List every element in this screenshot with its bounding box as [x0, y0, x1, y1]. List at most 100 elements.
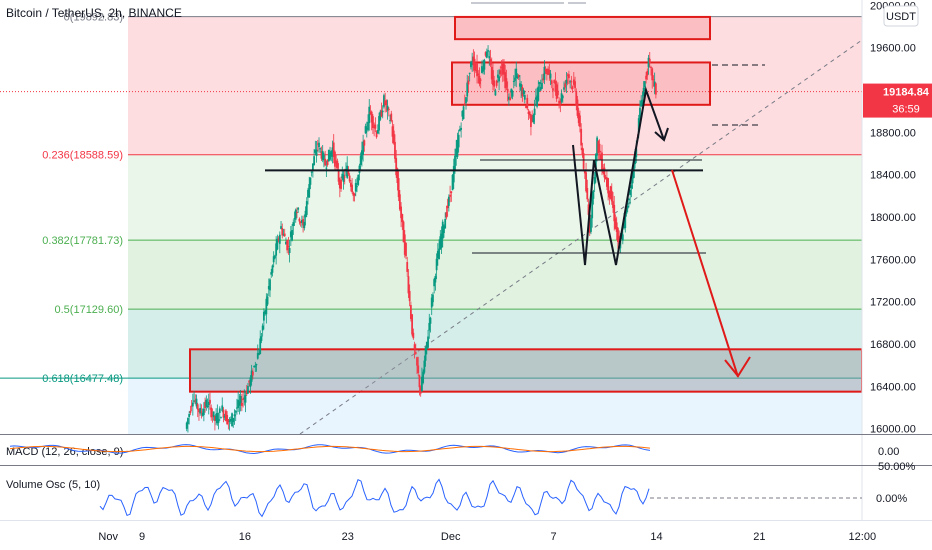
- candle-body: [457, 134, 460, 148]
- candle-body: [507, 96, 510, 100]
- candle-body: [264, 310, 267, 314]
- candle-body: [585, 172, 587, 192]
- time-axis[interactable]: Nov 9 16 23 Dec 7 14 21 12:00: [98, 531, 876, 543]
- candle-body: [210, 407, 213, 418]
- candle-body: [358, 165, 361, 173]
- candle-body: [517, 75, 520, 78]
- candle-body: [428, 322, 431, 331]
- candle-body: [436, 250, 439, 259]
- candle-body: [536, 95, 538, 107]
- candle-body: [213, 416, 216, 421]
- price-pane[interactable]: 0(19892.83) 0.236(18588.59) 0.382(17781.73…: [0, 12, 863, 435]
- candle-body: [407, 276, 410, 294]
- candle-body: [483, 60, 486, 70]
- candle-body: [201, 412, 204, 416]
- vol-osc-top-label: 50.00%: [878, 461, 916, 473]
- candle-body: [484, 52, 487, 56]
- candle-body: [599, 154, 602, 160]
- candle-body: [596, 137, 598, 156]
- candle-body: [313, 156, 316, 165]
- candle-body: [473, 58, 476, 71]
- candle-body: [534, 97, 537, 100]
- candle-body: [531, 115, 534, 121]
- candle-body: [292, 222, 295, 226]
- candle-body: [274, 255, 276, 258]
- candle-body: [501, 63, 504, 75]
- volume-osc-pane[interactable]: 50.00% Volume Osc (5, 10) 0.00%: [0, 461, 932, 518]
- candle-body: [520, 84, 523, 91]
- pattern-lines[interactable]: [265, 64, 765, 378]
- countdown-value: 36:59: [892, 104, 920, 116]
- candle-body: [451, 174, 454, 191]
- candle-body: [498, 76, 500, 82]
- candle-body: [384, 100, 387, 106]
- candle-body: [425, 341, 428, 349]
- candle-body: [492, 70, 494, 86]
- candle-body: [465, 97, 467, 104]
- candle-body: [245, 391, 248, 395]
- fibonacci-fill-bands: [128, 16, 862, 434]
- candle-body: [449, 194, 451, 197]
- candle-body: [624, 214, 627, 229]
- candle-body: [293, 218, 296, 220]
- candle-body: [354, 183, 357, 192]
- candle-body: [352, 192, 355, 196]
- candle-body: [319, 148, 322, 150]
- price-series: [185, 45, 657, 433]
- candle-body: [543, 66, 546, 80]
- candle-body: [445, 212, 448, 218]
- candle-body: [564, 83, 567, 88]
- candle-body: [455, 148, 458, 157]
- candle-body: [367, 121, 369, 131]
- candle-body: [450, 191, 453, 193]
- resistance-zone-0: [454, 15, 711, 41]
- candle-body: [240, 403, 243, 406]
- price-tick-16400: 16400.00: [870, 381, 916, 393]
- price-tick-17200: 17200.00: [870, 297, 916, 309]
- candle-body: [225, 410, 227, 422]
- candle-body: [363, 140, 366, 146]
- candle-body: [424, 347, 427, 361]
- candle-body: [266, 296, 269, 305]
- candle-body: [212, 411, 215, 418]
- candle-body: [537, 86, 540, 101]
- candle-body: [315, 149, 318, 157]
- candle-body: [217, 419, 220, 423]
- chart-title: Bitcoin / TetherUS, 2h, BINANCE: [6, 6, 182, 20]
- fib-band-0.382: [128, 240, 862, 310]
- candle-body: [300, 220, 303, 223]
- candle-body: [308, 184, 311, 198]
- currency-badge[interactable]: USDT: [883, 5, 919, 27]
- candle-body: [607, 178, 610, 194]
- candle-body: [478, 75, 481, 85]
- candle-body: [218, 408, 221, 413]
- candle-body: [579, 115, 581, 127]
- fibonacci-levels: 0(19892.83) 0.236(18588.59) 0.382(17781.73…: [0, 12, 862, 385]
- candle-body: [394, 141, 396, 159]
- candle-body: [515, 68, 518, 78]
- candle-body: [582, 153, 585, 169]
- candle-body: [229, 419, 232, 421]
- candle-body: [342, 174, 345, 182]
- price-tick-17600: 17600.00: [870, 254, 916, 266]
- diagonal-trend-line[interactable]: [299, 39, 863, 435]
- candle-body: [493, 80, 496, 87]
- candle-body: [195, 398, 198, 407]
- candle-body: [285, 241, 287, 245]
- candle-body: [466, 82, 469, 97]
- candle-body: [373, 126, 376, 128]
- time-tick-0: Nov: [98, 531, 118, 543]
- candle-body: [452, 165, 455, 183]
- candle-body: [500, 66, 503, 68]
- candle-body: [608, 191, 611, 198]
- candle-body: [435, 258, 438, 271]
- macd-pane[interactable]: MACD (12, 26, close, 9) 0.00: [0, 434, 932, 459]
- price-tick-16800: 16800.00: [870, 339, 916, 351]
- candle-body: [204, 401, 206, 408]
- candle-body: [340, 179, 342, 189]
- resistance-zone-1: [451, 61, 711, 106]
- candle-body: [348, 175, 351, 182]
- candle-body: [396, 168, 399, 184]
- candle-body: [533, 108, 536, 116]
